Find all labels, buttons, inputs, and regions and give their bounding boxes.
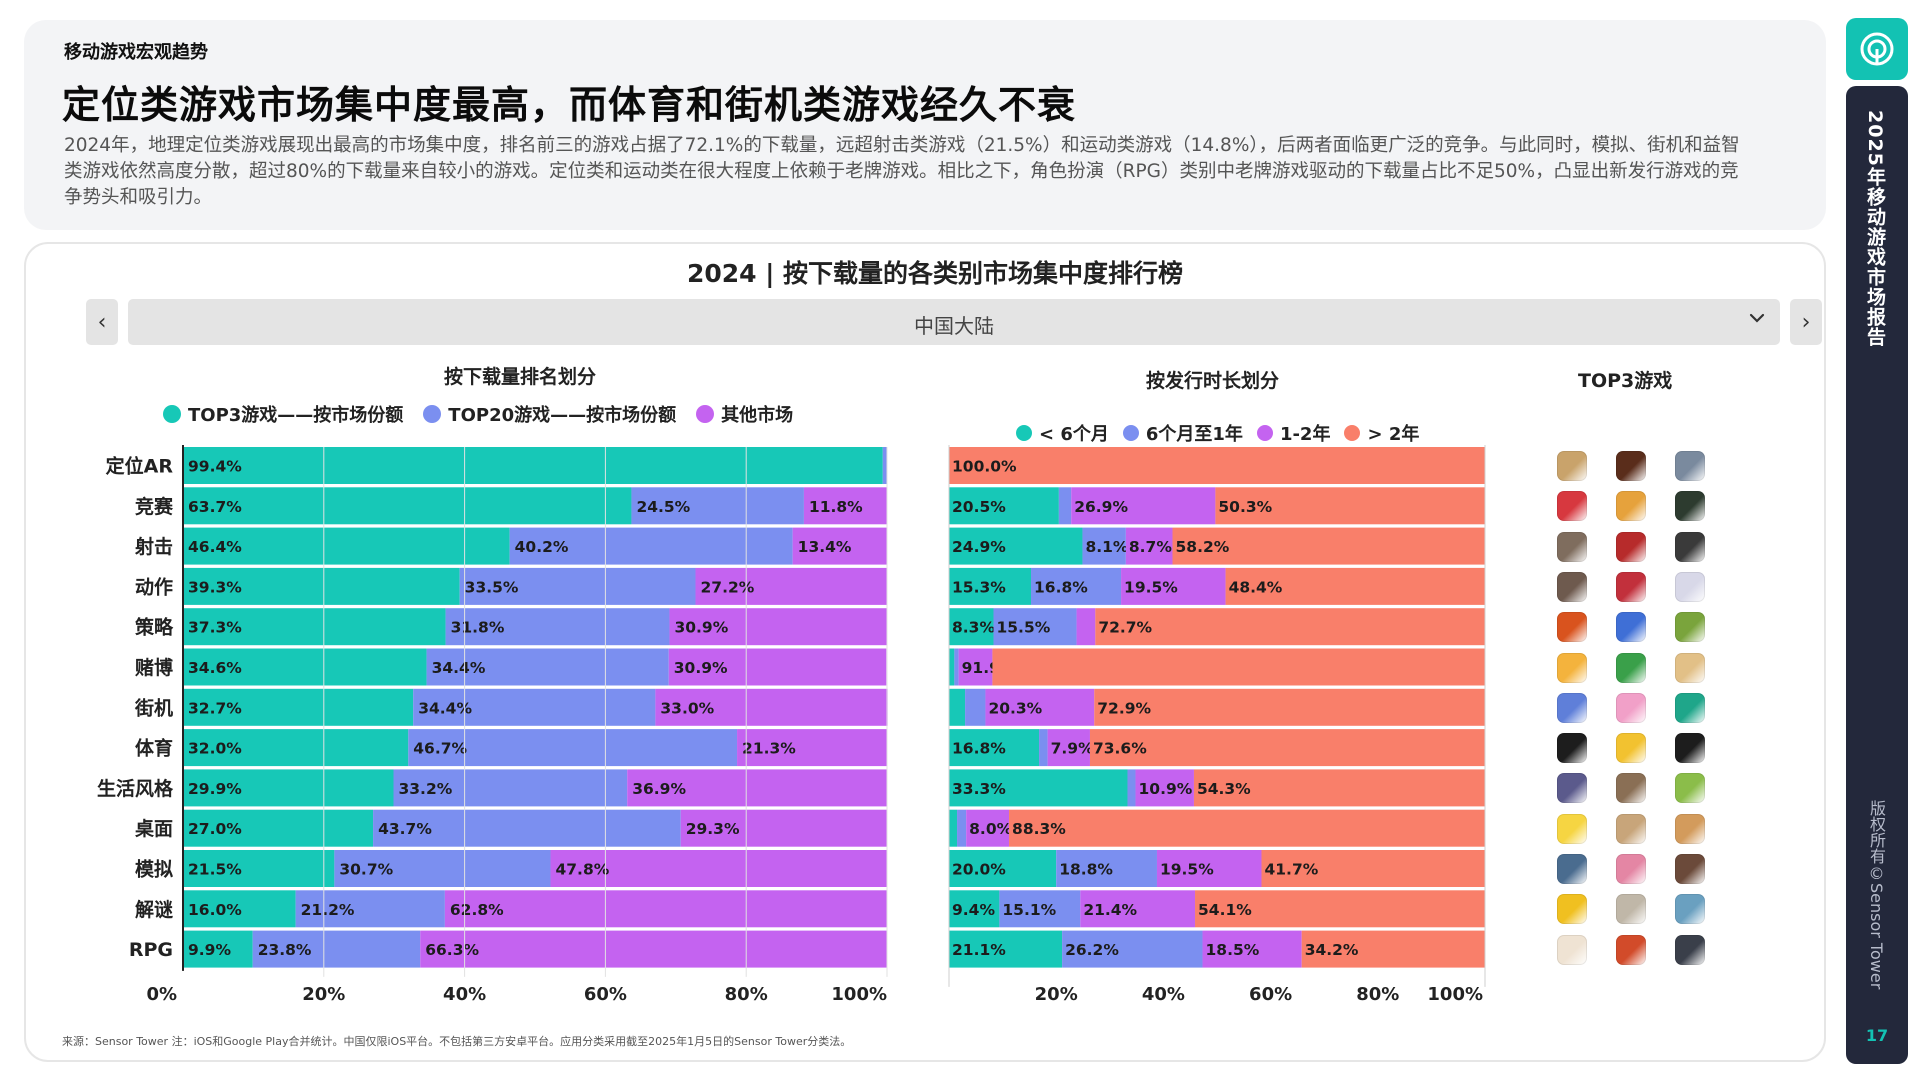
- legend-dot: [423, 405, 442, 423]
- game-app-icon: [1675, 854, 1705, 884]
- summary-card: [24, 20, 1826, 230]
- game-app-icon: [1557, 571, 1587, 602]
- summary-text: 2024年，地理定位类游戏展现出最高的市场集中度，排名前三的游戏占据了72.1%…: [64, 135, 1740, 208]
- game-app-icon: [1616, 733, 1646, 764]
- legend-label: 其他市场: [721, 405, 794, 426]
- game-app-icon: [1557, 612, 1587, 643]
- game-app-icon: [1675, 652, 1705, 683]
- sidebar: [1846, 86, 1908, 1064]
- section-tag: 移动游戏宏观趋势: [64, 42, 208, 63]
- legend-item: 1-2年: [1256, 420, 1331, 446]
- page-title: 定位类游戏市场集中度最高，而体育和街机类游戏经久不衰: [62, 83, 1077, 127]
- game-app-icon: [1616, 451, 1646, 481]
- game-app-icon: [1557, 692, 1587, 723]
- legend-dot: [1016, 425, 1032, 441]
- legend-item: TOP3游戏——按市场份额: [163, 401, 403, 427]
- game-app-icon: [1616, 612, 1646, 643]
- game-app-icon: [1675, 934, 1705, 965]
- region-dropdown[interactable]: 中国大陆: [128, 299, 1780, 345]
- page-number: 17: [1865, 1026, 1889, 1045]
- game-app-icon: [1616, 773, 1646, 804]
- next-region-button[interactable]: ›: [1790, 299, 1822, 345]
- game-app-icon: [1616, 652, 1646, 683]
- legend-item: > 2年: [1344, 420, 1419, 446]
- legend-item: < 6个月: [1016, 420, 1109, 446]
- chart1-title: 按下载量排名划分: [444, 366, 597, 388]
- legend-dot: [1344, 425, 1361, 441]
- legend-dot: [1122, 425, 1139, 441]
- game-app-icon: [1557, 491, 1587, 522]
- prev-region-button[interactable]: ‹: [86, 299, 118, 345]
- legend-dot: [1256, 425, 1273, 441]
- top3-title: TOP3游戏: [1578, 370, 1673, 392]
- legend-label: > 2年: [1367, 424, 1420, 445]
- game-app-icon: [1557, 451, 1587, 481]
- report-title: 2025年移动游戏市场报告: [1864, 110, 1886, 347]
- game-app-icon: [1616, 894, 1646, 925]
- copyright: 版权所有©Sensor Tower: [1867, 800, 1886, 990]
- legend-label: TOP20游戏——按市场份额: [448, 405, 677, 426]
- game-app-icon: [1675, 451, 1705, 481]
- game-app-icon: [1557, 652, 1587, 683]
- game-app-icon: [1557, 773, 1587, 804]
- chevron-right-icon: ›: [1801, 309, 1811, 335]
- chart2-legend: < 6个月 6个月至1年 1-2年 > 2年: [1016, 420, 1419, 446]
- game-app-icon: [1675, 773, 1705, 804]
- game-app-icon: [1675, 491, 1705, 522]
- game-app-icon: [1557, 854, 1587, 884]
- game-app-icon: [1557, 531, 1587, 562]
- sensor-tower-logo-icon: [1846, 18, 1908, 80]
- game-app-icon: [1675, 894, 1705, 925]
- legend-item: 6个月至1年: [1122, 420, 1243, 446]
- game-app-icon: [1675, 571, 1705, 602]
- game-app-icon: [1616, 854, 1646, 884]
- footnote: 来源：Sensor Tower 注：iOS和Google Play合并统计。中国…: [62, 1035, 852, 1048]
- region-selected-value: 中国大陆: [914, 314, 994, 338]
- chart-card: [24, 242, 1826, 1062]
- legend-label: TOP3游戏——按市场份额: [188, 405, 404, 426]
- game-app-icon: [1616, 813, 1646, 844]
- legend-item: 其他市场: [696, 401, 793, 427]
- game-app-icon: [1557, 733, 1587, 764]
- legend-label: 1-2年: [1279, 424, 1331, 445]
- game-app-icon: [1616, 692, 1646, 723]
- chart2-title: 按发行时长划分: [1146, 370, 1280, 392]
- chevron-left-icon: ‹: [97, 309, 107, 335]
- game-app-icon: [1557, 894, 1587, 925]
- game-app-icon: [1675, 692, 1705, 723]
- game-app-icon: [1557, 934, 1587, 965]
- game-app-icon: [1557, 813, 1587, 844]
- game-app-icon: [1616, 491, 1646, 522]
- game-app-icon: [1675, 733, 1705, 764]
- legend-label: 6个月至1年: [1145, 424, 1243, 445]
- game-app-icon: [1675, 612, 1705, 643]
- game-app-icon: [1675, 813, 1705, 844]
- game-app-icon: [1616, 571, 1646, 602]
- legend-item: TOP20游戏——按市场份额: [423, 401, 676, 427]
- legend-dot: [163, 405, 181, 423]
- legend-dot: [696, 405, 715, 423]
- legend-label: < 6个月: [1039, 424, 1109, 445]
- game-app-icon: [1675, 531, 1705, 562]
- chevron-down-icon: [1748, 308, 1766, 332]
- game-app-icon: [1616, 531, 1646, 562]
- chart1-legend: TOP3游戏——按市场份额 TOP20游戏——按市场份额 其他市场: [163, 401, 813, 427]
- chart-title: 2024 | 按下载量的各类别市场集中度排行榜: [686, 259, 1184, 288]
- game-app-icon: [1616, 934, 1646, 965]
